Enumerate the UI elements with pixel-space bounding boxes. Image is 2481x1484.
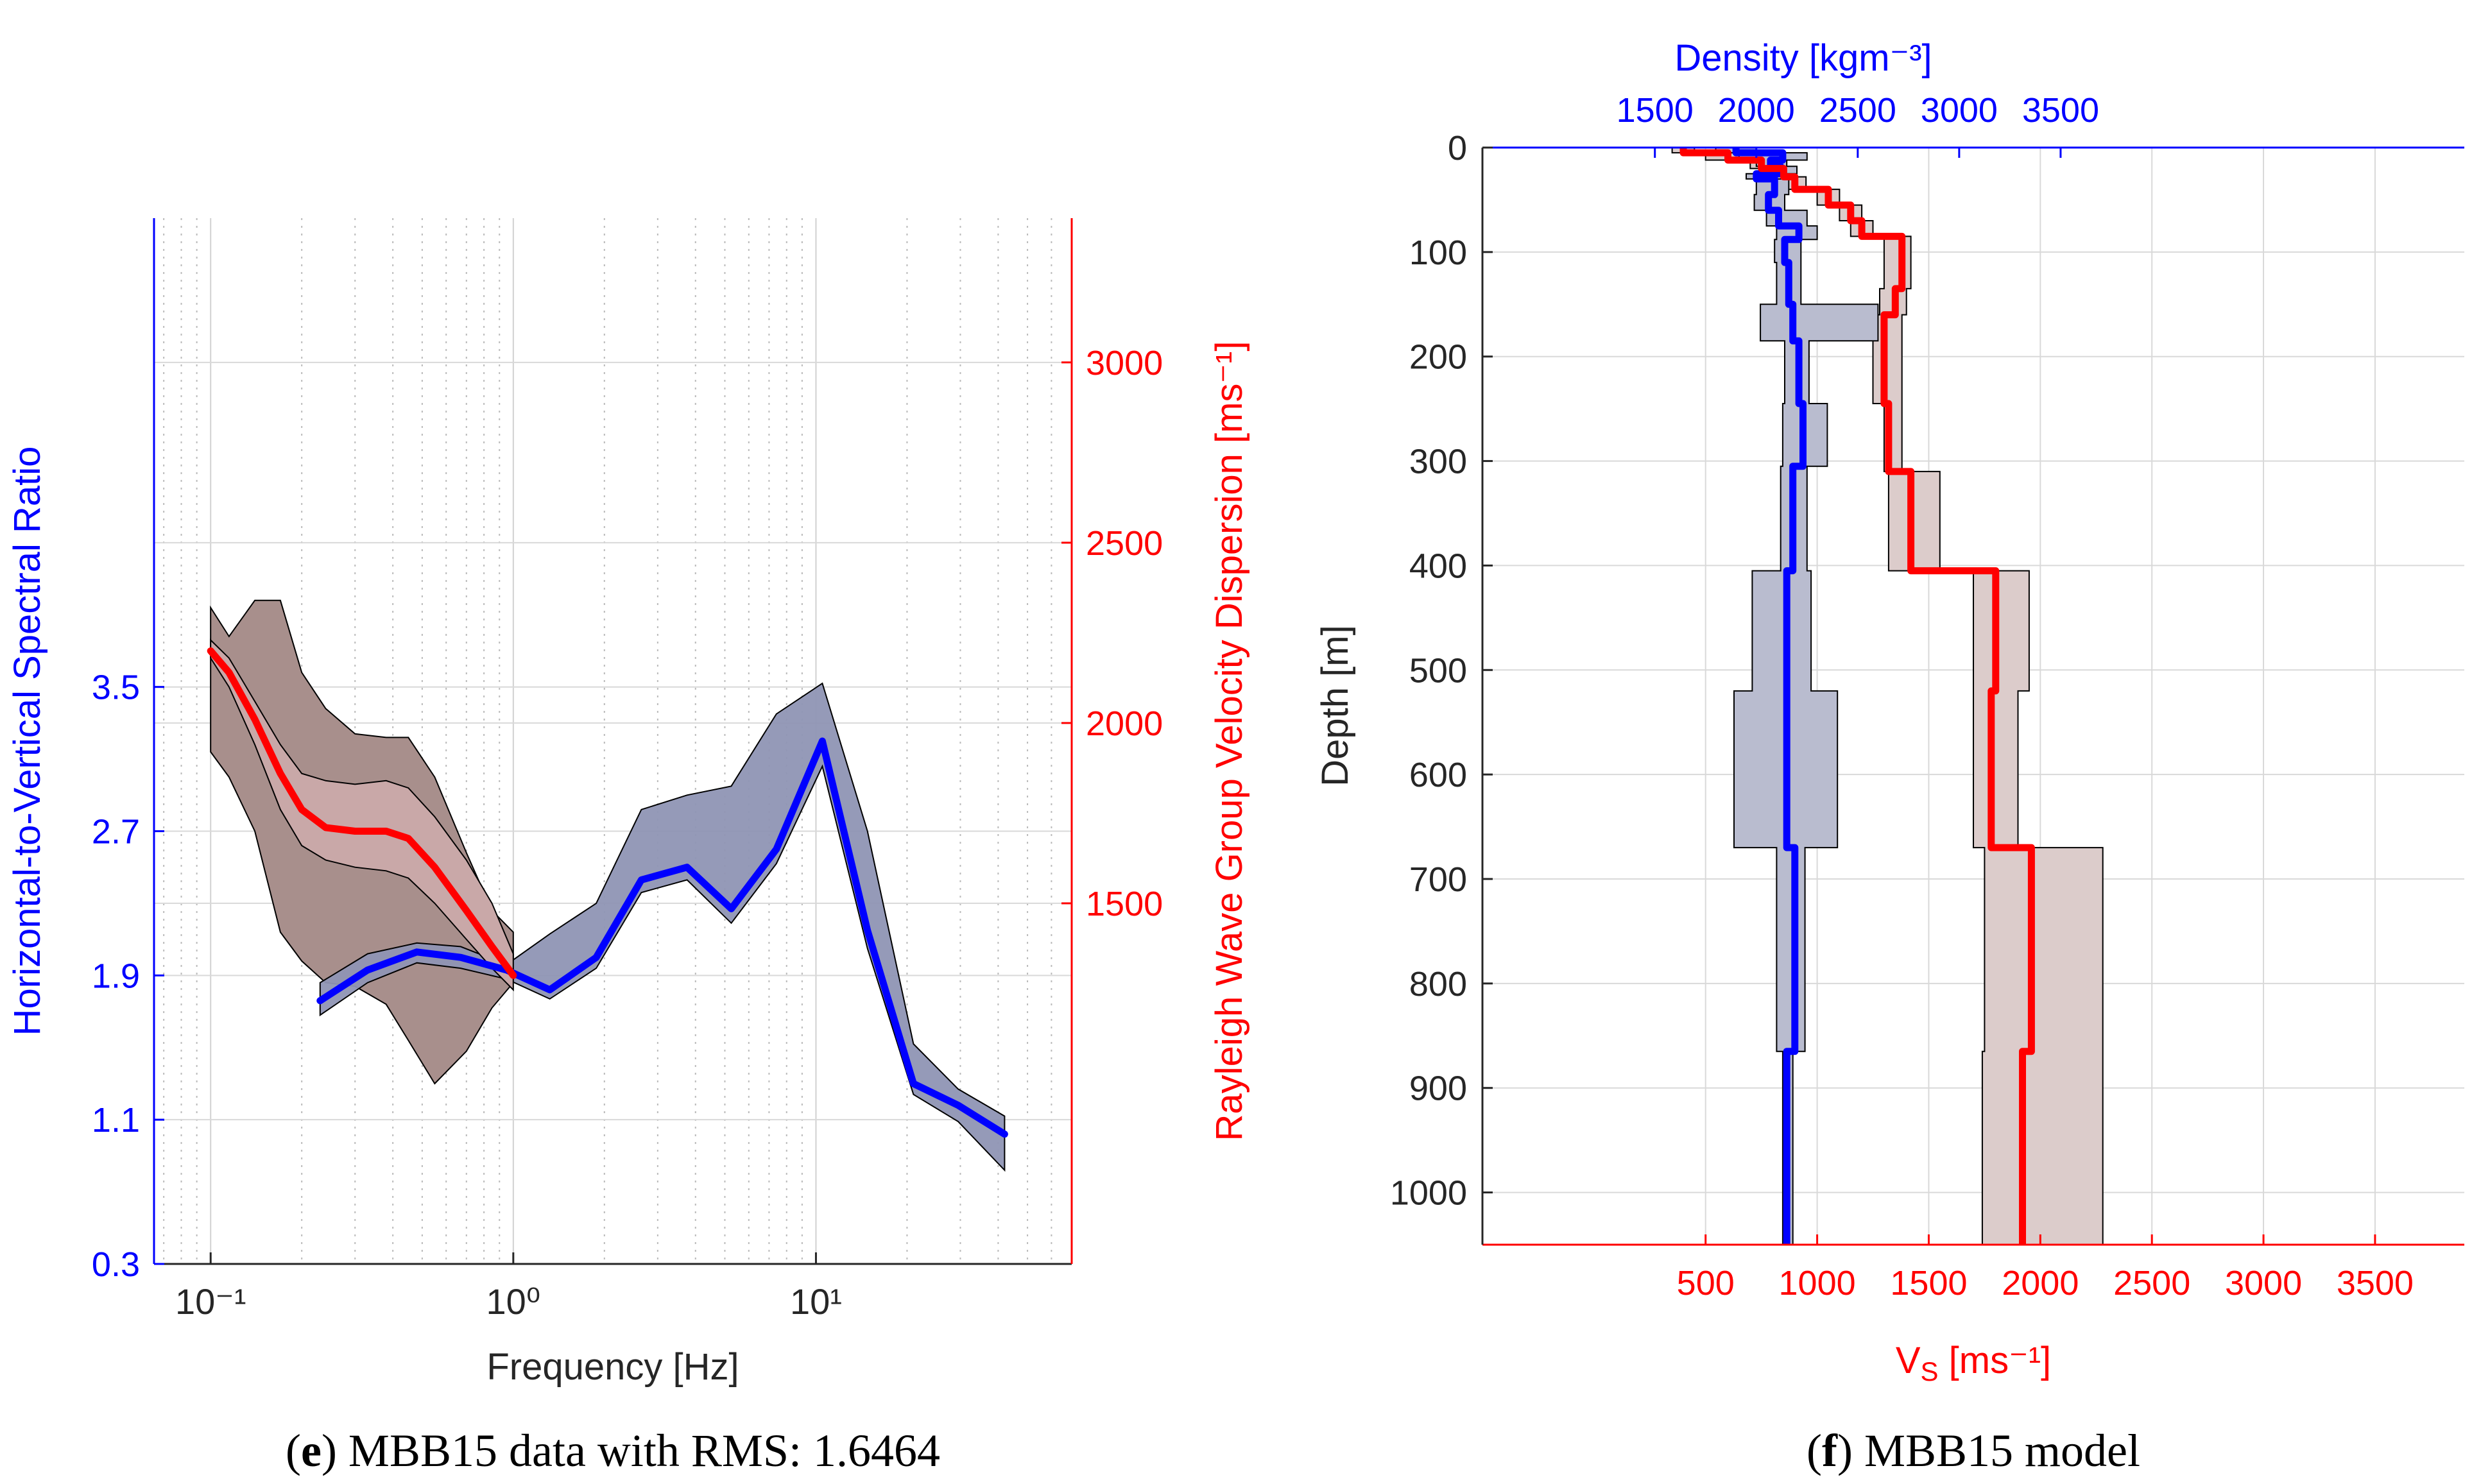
panel-e-chart: 10⁻¹ 10⁰ 10¹ 0.3 1.1 1.9 2.7 3.5 1500 2000 2500 300… <box>6 218 1250 1476</box>
panel-f-depth-tick-label: 400 <box>1409 547 1467 585</box>
panel-f-vs-tick-label: 1500 <box>1890 1264 1967 1302</box>
panel-e-ticks: 10⁻¹ 10⁰ 10¹ 0.3 1.1 1.9 2.7 3.5 1500 2000 2500 300… <box>92 344 1163 1322</box>
panel-e-right-tick-label: 1500 <box>1086 885 1163 923</box>
panel-f-depth-tick-label: 700 <box>1409 860 1467 899</box>
panel-e-x-tick-label: 10⁻¹ <box>175 1281 246 1322</box>
panel-f-density-tick-label: 1500 <box>1617 91 1694 130</box>
dispersion-series-line <box>207 647 517 979</box>
panel-e-left-tick-label: 2.7 <box>92 813 140 851</box>
panel-f-depth-tick-label: 100 <box>1409 234 1467 272</box>
panel-e-right-tick-label: 2000 <box>1086 704 1163 743</box>
panel-f-vs-tick-label: 3000 <box>2225 1264 2302 1302</box>
panel-f-depth-tick-label: 300 <box>1409 443 1467 481</box>
panel-f-depth-tick-label: 0 <box>1448 129 1467 167</box>
panel-f-depth-tick-label: 600 <box>1409 756 1467 794</box>
panel-f-bottom-axis-label-subscript: S <box>1921 1356 1939 1386</box>
panel-f-vs-tick-label: 3500 <box>2337 1264 2414 1302</box>
panel-f-density-tick-label: 3000 <box>1921 91 1998 130</box>
panel-f-depth-tick-label: 900 <box>1409 1070 1467 1108</box>
panel-e-axes <box>153 218 1073 1265</box>
panel-f-vs-tick-label: 500 <box>1677 1264 1735 1302</box>
panel-e-caption: (e) MBB15 data with RMS: 1.6464 <box>286 1425 940 1476</box>
hv-series-line <box>316 737 1008 1138</box>
panel-f-ticks: 0 100 200 300 400 500 600 700 800 900 1000 500 1000 1… <box>1390 91 2414 1302</box>
panel-f-depth-tick-label: 200 <box>1409 338 1467 377</box>
panel-e-right-tick-label: 2500 <box>1086 524 1163 563</box>
panel-f-vs-tick-label: 2000 <box>2002 1264 2079 1302</box>
panel-f-vs-tick-label: 1000 <box>1779 1264 1856 1302</box>
panel-f-depth-tick-label: 800 <box>1409 965 1467 1003</box>
panel-f-axes <box>1481 146 2464 1246</box>
panel-f-caption-text: MBB15 model <box>1864 1425 2140 1476</box>
panel-f-caption: (f) MBB15 model <box>1807 1425 2140 1476</box>
panel-e-caption-text: MBB15 data with RMS: 1.6464 <box>348 1425 940 1476</box>
panel-f-y-axis-label: Depth [m] <box>1314 625 1356 786</box>
panel-f-density-tick-label: 2000 <box>1718 91 1795 130</box>
panel-e-y-axis-label-right: Rayleigh Wave Group Velocity Dispersion … <box>1208 341 1250 1141</box>
panel-f-caption-letter: f <box>1822 1425 1838 1476</box>
hv-uncertainty-band <box>319 682 1006 1172</box>
panel-f-lines <box>1679 148 2035 1245</box>
panel-f-density-tick-label: 3500 <box>2022 91 2099 130</box>
panel-f-depth-tick-label: 500 <box>1409 651 1467 690</box>
panel-e-x-tick-label: 10¹ <box>790 1281 842 1322</box>
panel-f-bottom-axis-label-symbol: V <box>1896 1340 1921 1381</box>
panel-e-caption-letter: e <box>301 1425 322 1476</box>
panel-f-vs-tick-label: 2500 <box>2113 1264 2190 1302</box>
dispersion-inner-band <box>210 638 514 992</box>
panel-f-bottom-axis-label: VS [ms⁻¹] <box>1896 1340 2051 1386</box>
panel-e-left-tick-label: 1.1 <box>92 1101 140 1139</box>
panel-e-bands <box>210 599 1006 1172</box>
panel-e-right-tick-label: 3000 <box>1086 344 1163 382</box>
panel-e-left-tick-label: 3.5 <box>92 669 140 707</box>
vs-series-line <box>1679 148 2035 1245</box>
panel-e-lines <box>207 647 1008 1138</box>
panel-e-left-tick-label: 0.3 <box>92 1245 140 1284</box>
panel-f-top-axis-label: Density [kgm⁻³] <box>1674 37 1932 79</box>
panel-f-bottom-axis-label-space <box>1939 1340 1949 1381</box>
panel-e-x-axis-label: Frequency [Hz] <box>486 1346 739 1388</box>
panel-f-chart: 0 100 200 300 400 500 600 700 800 900 1000 500 1000 1… <box>1314 37 2464 1476</box>
panel-e-left-tick-label: 1.9 <box>92 957 140 995</box>
panel-e-x-tick-label: 10⁰ <box>486 1281 540 1322</box>
panel-e-y-axis-label-left: Horizontal-to-Vertical Spectral Ratio <box>6 447 48 1036</box>
panel-f-density-tick-label: 2500 <box>1819 91 1896 130</box>
panel-f-bottom-axis-label-unit: [ms⁻¹] <box>1949 1340 2051 1381</box>
panel-f-depth-tick-label: 1000 <box>1390 1174 1467 1213</box>
